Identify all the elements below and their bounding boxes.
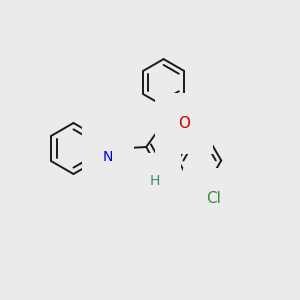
Text: Cl: Cl <box>206 191 221 206</box>
Text: H: H <box>149 174 160 188</box>
Text: O: O <box>178 116 190 131</box>
Text: O: O <box>103 133 113 147</box>
Text: N: N <box>103 150 113 164</box>
